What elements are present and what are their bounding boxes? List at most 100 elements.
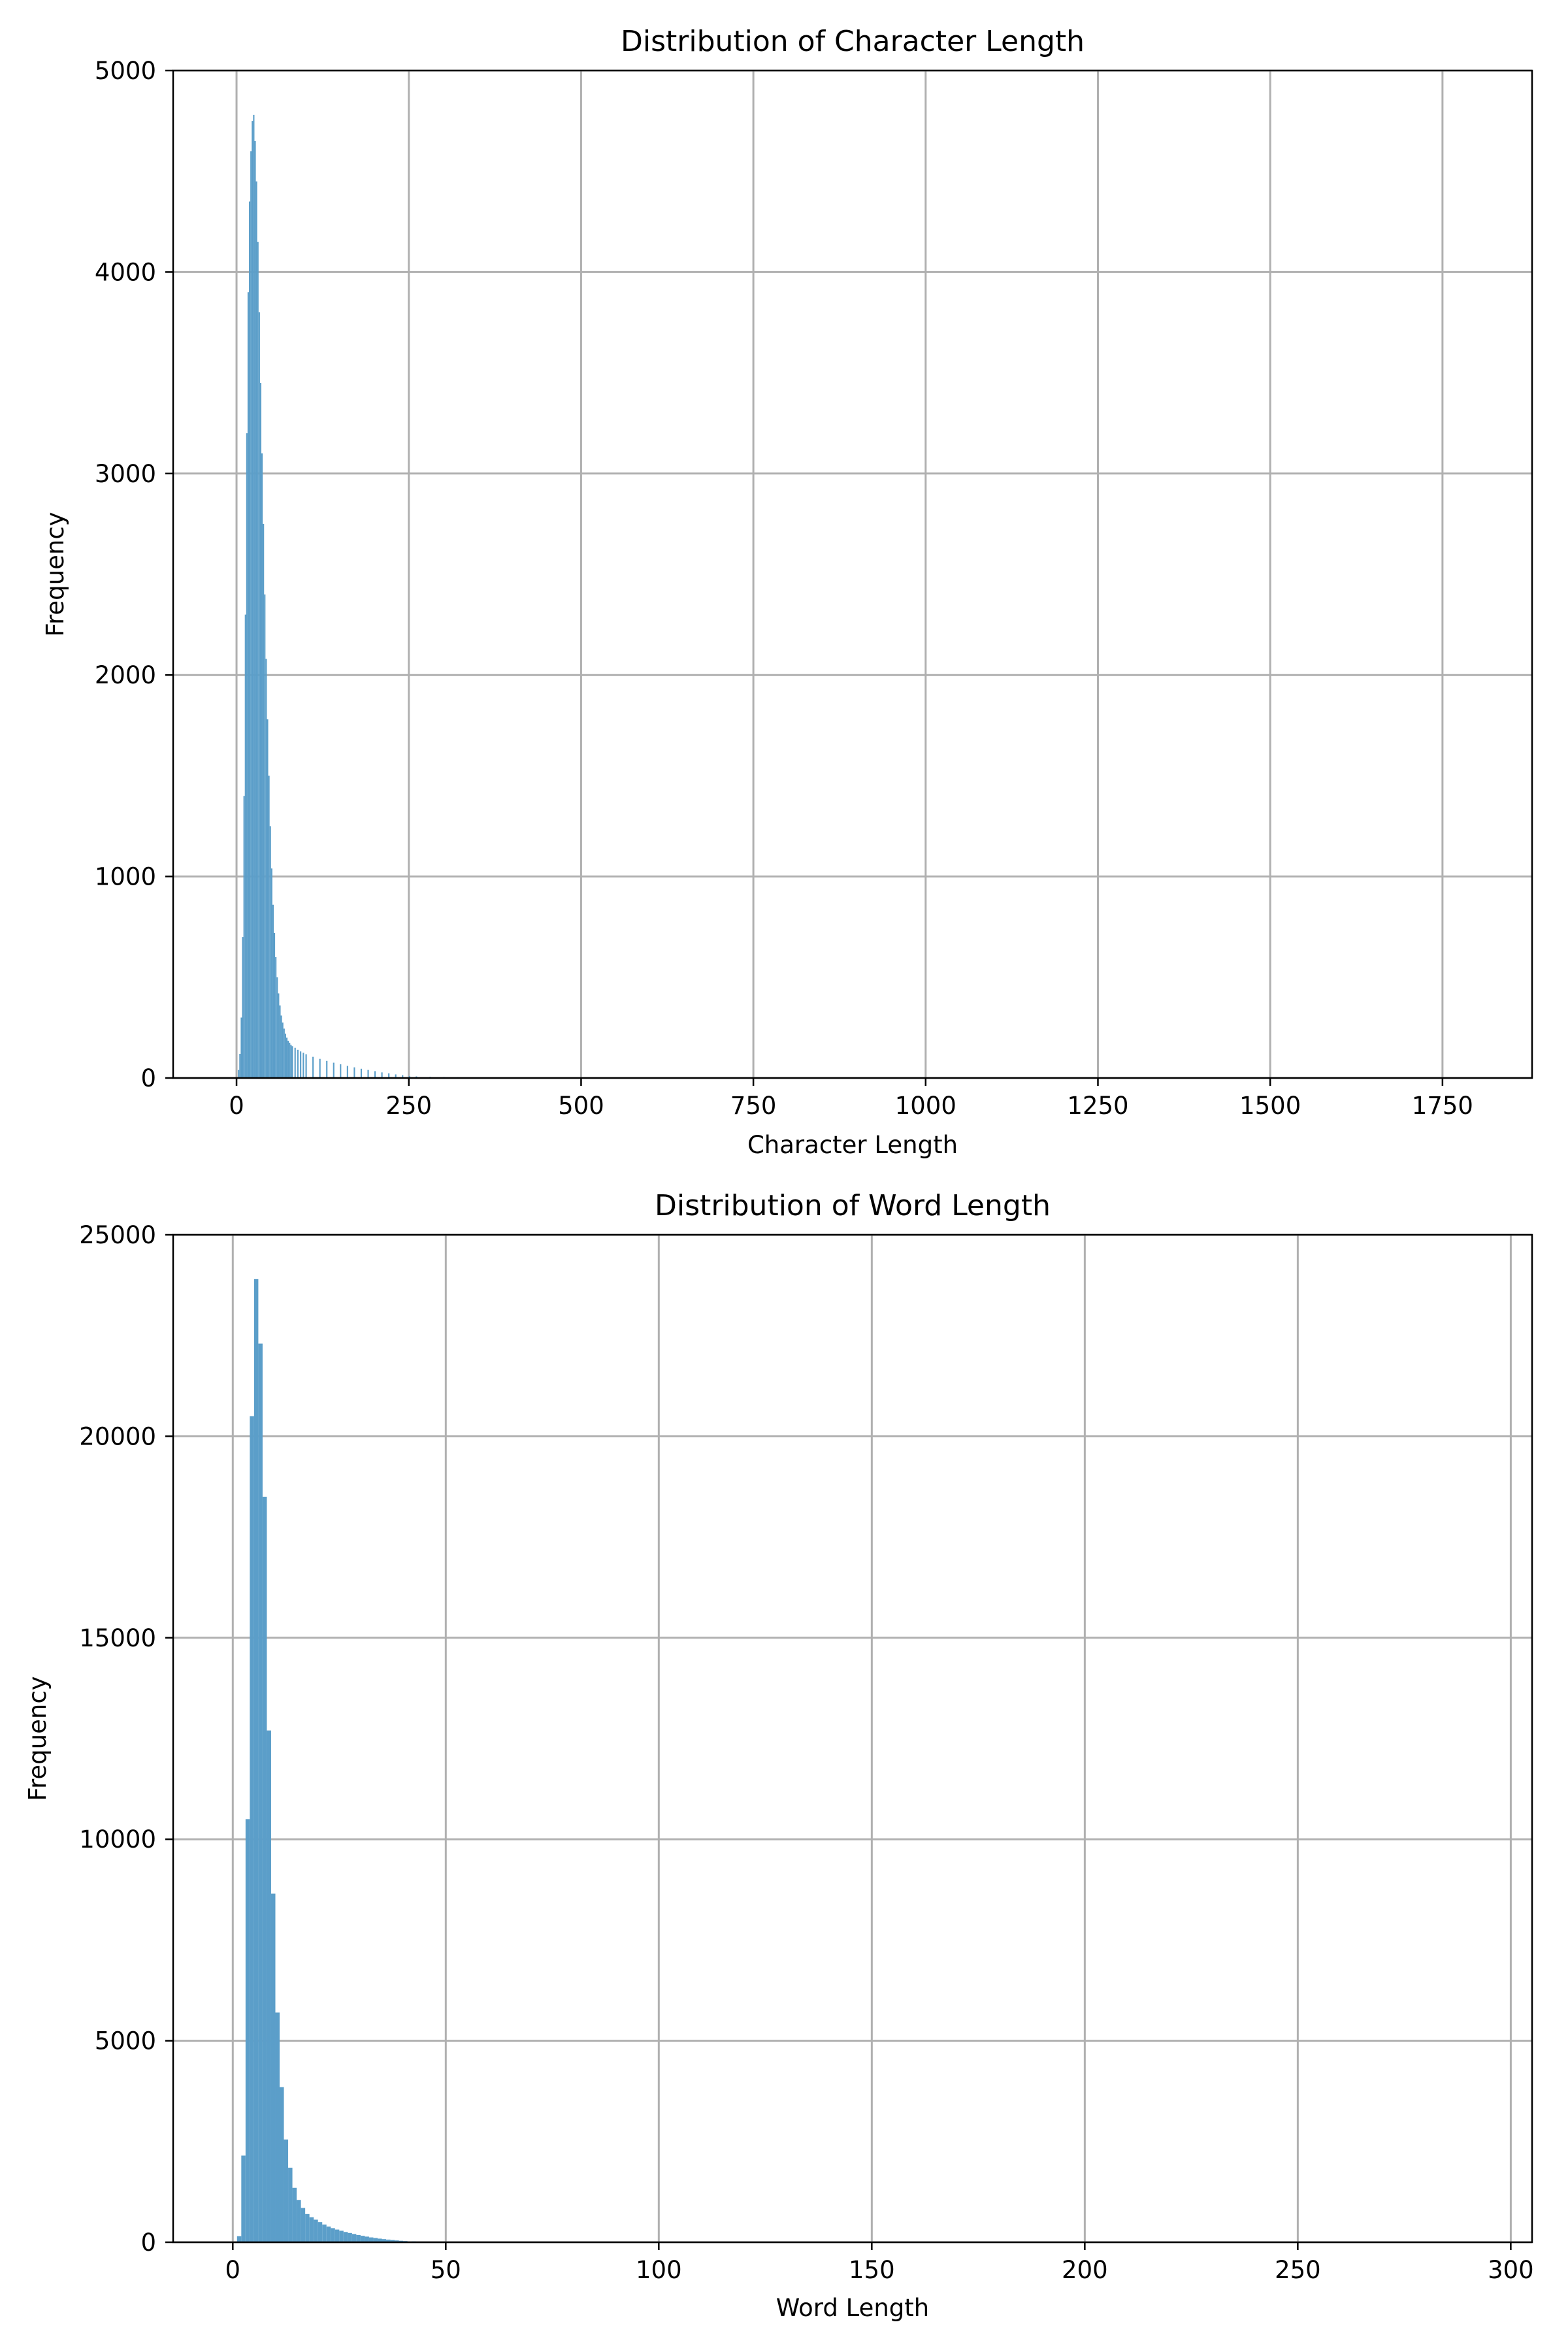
histogram-bar bbox=[305, 2213, 310, 2242]
histogram-bar bbox=[309, 2217, 314, 2242]
histogram-bar bbox=[259, 383, 262, 1078]
histogram-bar bbox=[241, 2155, 246, 2242]
x-tick-label: 500 bbox=[558, 1092, 604, 1120]
y-tick-label: 5000 bbox=[95, 2027, 156, 2055]
histogram-bar bbox=[297, 1049, 299, 1078]
histogram-bar bbox=[267, 1730, 271, 2242]
histogram-bar bbox=[275, 2012, 280, 2242]
histogram-bar bbox=[314, 2219, 318, 2242]
x-tick-label: 1250 bbox=[1067, 1092, 1128, 1120]
x-tick-label: 750 bbox=[730, 1092, 777, 1120]
histogram-bar bbox=[318, 2222, 323, 2242]
histogram-bar bbox=[288, 2167, 293, 2242]
histogram-bar bbox=[252, 121, 253, 1079]
histogram-bars bbox=[238, 114, 514, 1079]
histogram-bar bbox=[253, 1279, 259, 2242]
histogram-bar bbox=[261, 453, 263, 1078]
histogram-bar bbox=[373, 2238, 378, 2242]
histogram-bar bbox=[264, 594, 266, 1078]
histogram-bar bbox=[270, 1893, 276, 2242]
x-tick-label: 100 bbox=[636, 2256, 682, 2284]
histogram-bar bbox=[258, 1343, 263, 2242]
histogram-bar bbox=[294, 1047, 296, 1078]
x-tick-label: 300 bbox=[1488, 2256, 1534, 2284]
y-tick-label: 5000 bbox=[95, 57, 156, 85]
histogram-bar bbox=[381, 1072, 383, 1078]
histogram-bar bbox=[238, 1070, 240, 1078]
histogram-bar bbox=[333, 1062, 335, 1078]
histogram-bar bbox=[340, 1064, 342, 1078]
histogram-bar bbox=[262, 1496, 267, 2242]
x-tick-label: 200 bbox=[1062, 2256, 1108, 2284]
histogram-bar bbox=[268, 776, 270, 1078]
histogram-bar bbox=[395, 2240, 399, 2242]
histogram-bar bbox=[276, 977, 278, 1078]
x-tick-label: 250 bbox=[1275, 2256, 1321, 2284]
x-tick-label: 0 bbox=[225, 2256, 241, 2284]
histogram-bar bbox=[282, 1022, 284, 1078]
histogram-bar bbox=[244, 614, 246, 1078]
histogram-bar bbox=[305, 1054, 307, 1078]
histogram-bar bbox=[367, 1070, 369, 1078]
x-tick-label: 0 bbox=[229, 1092, 244, 1120]
histogram-bar bbox=[278, 993, 280, 1078]
y-tick-label: 15000 bbox=[79, 1624, 156, 1652]
y-axis-label: Frequency bbox=[41, 512, 69, 636]
histogram-bar bbox=[300, 1051, 302, 1078]
histogram-bar bbox=[247, 292, 250, 1078]
histogram-bar bbox=[390, 2240, 395, 2242]
histogram-bar bbox=[374, 1071, 376, 1078]
character-length-histogram: 0 250 500 750 1000 1250 1500 1750 0 1000 2000 3000 4… bbox=[41, 25, 1533, 1159]
histogram-bar bbox=[348, 2232, 352, 2242]
histogram-bar bbox=[258, 312, 260, 1079]
plot-frame bbox=[172, 69, 1533, 1079]
histogram-bar bbox=[267, 719, 269, 1078]
histogram-bar bbox=[377, 2238, 382, 2242]
histogram-bar bbox=[239, 1053, 241, 1078]
histogram-bar bbox=[280, 1015, 282, 1078]
plot-frame bbox=[172, 1233, 1533, 2244]
histogram-bar bbox=[272, 904, 274, 1078]
x-tick-label: 250 bbox=[385, 1092, 432, 1120]
histogram-bar bbox=[346, 1066, 348, 1078]
y-tick-label: 20000 bbox=[79, 1422, 156, 1450]
histogram-bar bbox=[326, 1060, 328, 1078]
histogram-bar bbox=[291, 1046, 293, 1078]
y-axis-label: Frequency bbox=[24, 1676, 52, 1801]
histogram-bar bbox=[249, 201, 251, 1079]
histogram-bar bbox=[360, 2236, 365, 2242]
histogram-bar bbox=[257, 242, 259, 1078]
x-tick-label: 1750 bbox=[1412, 1092, 1473, 1120]
histogram-bar bbox=[289, 1043, 291, 1078]
histogram-bar bbox=[331, 2228, 335, 2242]
histogram-bar bbox=[292, 2187, 297, 2242]
histogram-bar bbox=[301, 2208, 306, 2242]
y-tick-label: 25000 bbox=[79, 1221, 156, 1249]
histogram-bar bbox=[365, 2236, 369, 2242]
chart-title: Distribution of Character Length bbox=[621, 25, 1085, 58]
histogram-bar bbox=[302, 1053, 304, 1078]
histogram-bar bbox=[263, 523, 265, 1078]
x-tick-label: 50 bbox=[431, 2256, 461, 2284]
histogram-bar bbox=[253, 114, 255, 1078]
histogram-bar bbox=[237, 2236, 242, 2242]
histogram-bar bbox=[265, 659, 267, 1078]
histogram-bar bbox=[402, 1075, 404, 1078]
histogram-bar bbox=[284, 1034, 286, 1078]
histogram-bar bbox=[382, 2239, 387, 2242]
y-tick-label: 10000 bbox=[79, 1825, 156, 1854]
histogram-bars bbox=[237, 1279, 557, 2242]
histogram-bar bbox=[270, 868, 272, 1078]
x-axis-label: Word Length bbox=[776, 2294, 929, 2322]
histogram-bar bbox=[386, 2239, 391, 2242]
histogram-bar bbox=[290, 1045, 292, 1078]
x-tick-label: 1000 bbox=[895, 1092, 956, 1120]
histogram-bar bbox=[319, 1058, 321, 1078]
histogram-bar bbox=[243, 796, 245, 1078]
histogram-bar bbox=[286, 1037, 288, 1078]
histogram-bar bbox=[250, 1416, 254, 2242]
histogram-bar bbox=[395, 1074, 397, 1078]
y-tick-label: 0 bbox=[140, 2229, 156, 2257]
x-tick-label: 150 bbox=[849, 2256, 895, 2284]
